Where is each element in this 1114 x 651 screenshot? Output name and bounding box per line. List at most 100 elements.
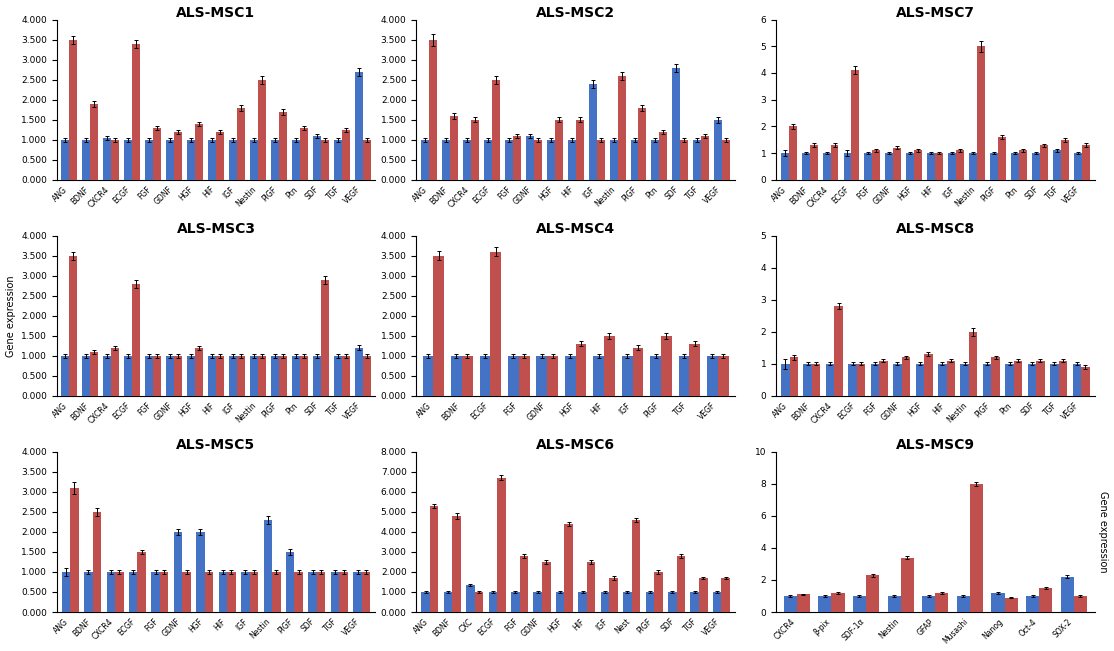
Bar (578, 592, 587, 612)
Bar (576, 120, 584, 180)
Bar (237, 107, 245, 180)
Bar (250, 572, 258, 612)
Bar (462, 356, 472, 396)
Bar (471, 120, 479, 180)
Bar (857, 364, 866, 396)
Title: ALS-MSC8: ALS-MSC8 (896, 221, 975, 236)
Bar (707, 356, 717, 396)
Y-axis label: Gene expression: Gene expression (1098, 491, 1108, 573)
Bar (853, 596, 866, 612)
Bar (781, 364, 790, 396)
Bar (294, 572, 303, 612)
Bar (174, 356, 182, 396)
Bar (783, 596, 797, 612)
Bar (257, 356, 266, 396)
Bar (205, 572, 213, 612)
Bar (977, 46, 985, 180)
Bar (1074, 596, 1087, 612)
Bar (534, 592, 543, 612)
Bar (851, 70, 859, 180)
Bar (278, 356, 286, 396)
Bar (483, 140, 491, 180)
Bar (104, 356, 111, 396)
Bar (1032, 153, 1040, 180)
Bar (353, 572, 362, 612)
Bar (451, 356, 462, 396)
Bar (609, 140, 617, 180)
Bar (831, 145, 839, 180)
Bar (286, 552, 294, 612)
Bar (543, 562, 550, 612)
Bar (241, 572, 250, 612)
Bar (505, 140, 512, 180)
Bar (907, 153, 915, 180)
Bar (264, 520, 272, 612)
Bar (133, 284, 140, 396)
Bar (797, 594, 810, 612)
Bar (354, 348, 363, 396)
Bar (497, 478, 506, 612)
Bar (1019, 150, 1027, 180)
Bar (623, 592, 632, 612)
Bar (111, 140, 119, 180)
Bar (947, 361, 955, 396)
Bar (600, 592, 609, 612)
Bar (901, 557, 913, 612)
Bar (334, 140, 342, 180)
Bar (597, 140, 605, 180)
Bar (886, 153, 893, 180)
Bar (216, 356, 224, 396)
Bar (948, 153, 956, 180)
Bar (153, 128, 162, 180)
Bar (187, 356, 195, 396)
Bar (145, 140, 153, 180)
Bar (174, 532, 183, 612)
Bar (160, 572, 168, 612)
Bar (104, 138, 111, 180)
Bar (990, 153, 998, 180)
Title: ALS-MSC7: ALS-MSC7 (896, 6, 975, 20)
Title: ALS-MSC4: ALS-MSC4 (536, 221, 615, 236)
Bar (652, 140, 659, 180)
Bar (129, 572, 137, 612)
Bar (810, 145, 818, 180)
Bar (479, 356, 490, 396)
Bar (166, 356, 174, 396)
Title: ALS-MSC6: ALS-MSC6 (536, 437, 615, 452)
Title: ALS-MSC5: ALS-MSC5 (176, 437, 255, 452)
Bar (568, 140, 576, 180)
Bar (292, 356, 300, 396)
Bar (927, 153, 936, 180)
Bar (1039, 588, 1053, 612)
Bar (519, 556, 528, 612)
Bar (250, 140, 257, 180)
Bar (714, 120, 722, 180)
Bar (848, 364, 857, 396)
Bar (218, 572, 227, 612)
Bar (511, 592, 519, 612)
Bar (216, 132, 224, 180)
Bar (422, 356, 433, 396)
Bar (115, 572, 124, 612)
Bar (174, 132, 182, 180)
Bar (1081, 367, 1089, 396)
Bar (429, 40, 437, 180)
Bar (893, 364, 901, 396)
Bar (936, 593, 948, 612)
Bar (463, 140, 471, 180)
Bar (1073, 364, 1081, 396)
Bar (969, 332, 977, 396)
Bar (334, 356, 342, 396)
Title: ALS-MSC3: ALS-MSC3 (176, 221, 255, 236)
Bar (547, 140, 555, 180)
Bar (879, 361, 888, 396)
Bar (925, 354, 932, 396)
Bar (587, 562, 595, 612)
Bar (82, 140, 90, 180)
Bar (871, 364, 879, 396)
Bar (1036, 361, 1045, 396)
Bar (1058, 361, 1067, 396)
Bar (124, 356, 133, 396)
Bar (272, 572, 281, 612)
Bar (960, 364, 969, 396)
